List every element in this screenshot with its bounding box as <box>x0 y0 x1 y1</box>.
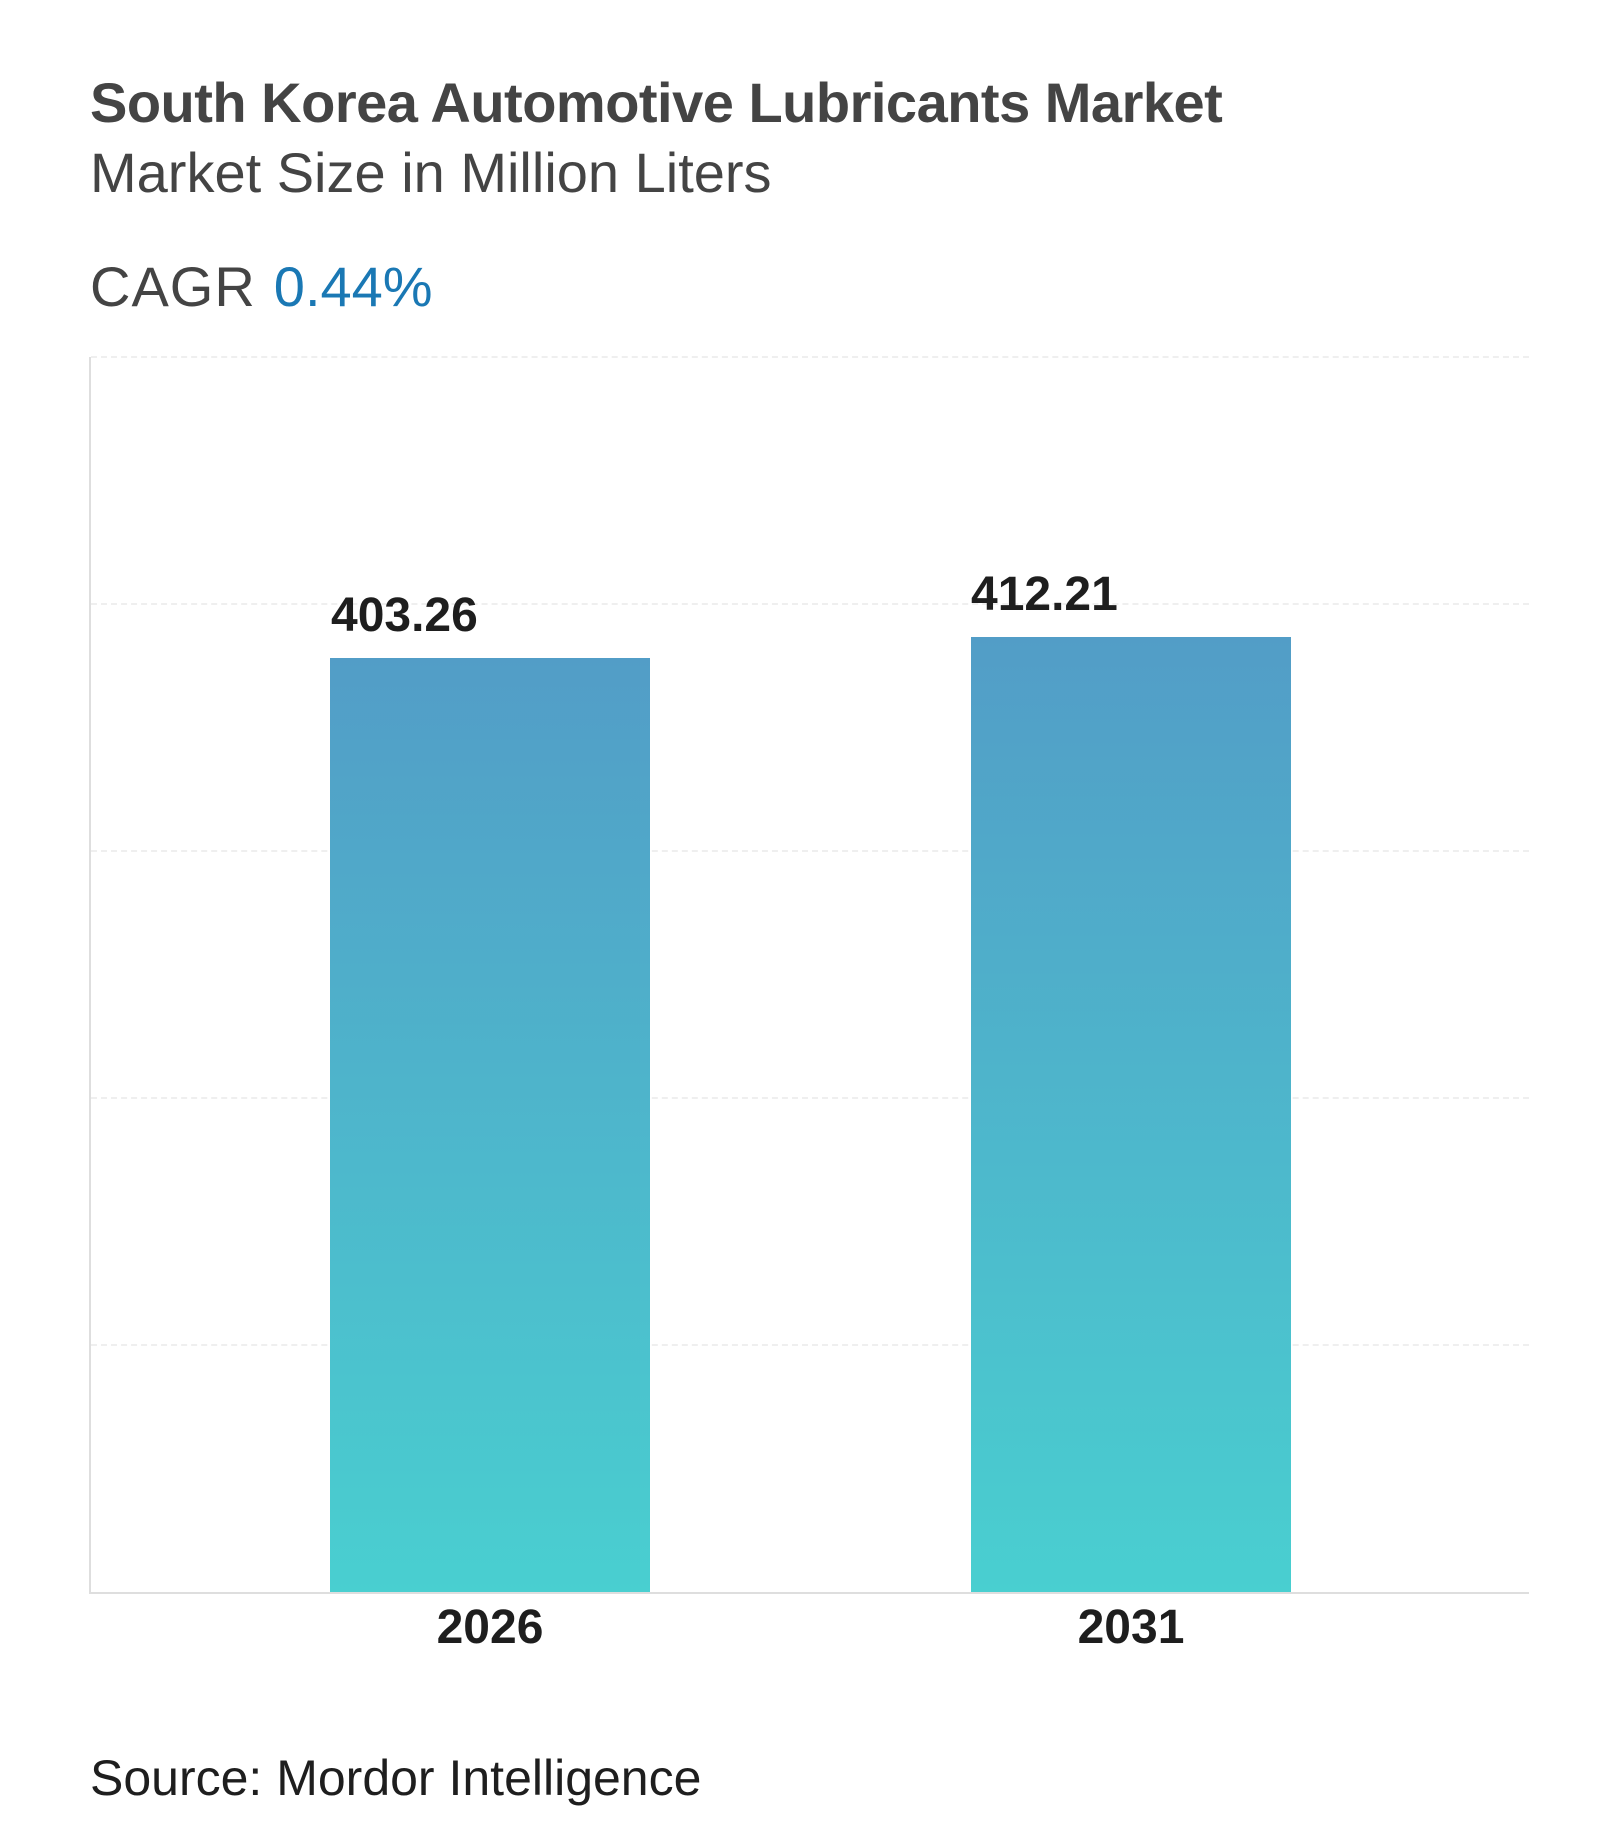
chart-title: South Korea Automotive Lubricants Market <box>90 71 1223 134</box>
cagr-line: CAGR 0.44% <box>90 254 433 320</box>
y-axis-line <box>89 357 91 1593</box>
bar-value-label-2026: 403.26 <box>331 589 478 642</box>
bar-value-label-2031: 412.21 <box>971 568 1118 621</box>
cagr-value: 0.44% <box>273 255 433 318</box>
chart-subtitle: Market Size in Million Liters <box>90 141 772 204</box>
gridline <box>91 1344 1529 1346</box>
gridline <box>91 603 1529 605</box>
x-tick-label-2031: 2031 <box>1077 1601 1185 1654</box>
bar-2026 <box>330 658 650 1592</box>
source-note: Source: Mordor Intelligence <box>90 1750 702 1806</box>
plot-area: 403.26 412.21 <box>89 356 1529 1594</box>
gridline <box>91 356 1529 358</box>
bar-2031 <box>971 637 1291 1592</box>
x-axis-line <box>89 1592 1529 1594</box>
x-tick-label-2026: 2026 <box>436 1601 544 1654</box>
gridline <box>91 850 1529 852</box>
gridline <box>91 1097 1529 1099</box>
cagr-label: CAGR <box>90 255 256 318</box>
